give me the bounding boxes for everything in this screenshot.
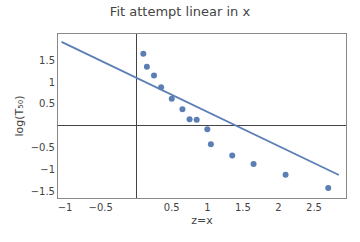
- svg-text:1.5: 1.5: [235, 202, 251, 213]
- svg-text:z=x: z=x: [191, 214, 213, 227]
- svg-text:log(T₅₀): log(T₅₀): [13, 96, 26, 137]
- svg-text:−0.5: −0.5: [89, 202, 113, 213]
- svg-text:0.5: 0.5: [39, 98, 55, 109]
- svg-text:2.5: 2.5: [306, 202, 322, 213]
- svg-text:−1.5: −1.5: [31, 186, 55, 197]
- svg-text:0.5: 0.5: [164, 202, 180, 213]
- svg-text:−1: −1: [58, 202, 73, 213]
- svg-text:1: 1: [49, 77, 55, 88]
- svg-text:1: 1: [204, 202, 210, 213]
- svg-text:1.5: 1.5: [39, 55, 55, 66]
- svg-text:−0.5: −0.5: [31, 142, 55, 153]
- svg-text:−1: −1: [40, 164, 55, 175]
- svg-text:2: 2: [275, 202, 281, 213]
- svg-text:Fit attempt linear in x: Fit attempt linear in x: [110, 4, 251, 19]
